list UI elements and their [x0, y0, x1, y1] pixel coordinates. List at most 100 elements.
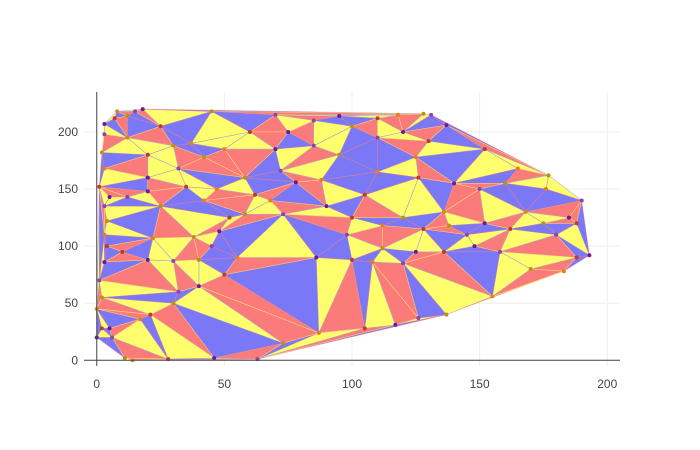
- mesh-vertex: [242, 212, 247, 217]
- mesh-vertex: [421, 111, 426, 116]
- mesh-vertex: [115, 109, 120, 114]
- mesh-vertex: [441, 249, 446, 254]
- y-tick-label: 150: [58, 182, 78, 196]
- mesh-vertex: [482, 147, 487, 152]
- mesh-vertex: [278, 168, 283, 173]
- mesh-vertex: [350, 124, 354, 129]
- mesh-vertex: [102, 121, 107, 126]
- mesh-vertex: [515, 166, 520, 171]
- mesh-vertex: [401, 129, 406, 134]
- y-tick-label: 200: [58, 125, 78, 139]
- mesh-vertex: [212, 356, 217, 361]
- mesh-vertex: [401, 215, 406, 220]
- mesh-vertex: [176, 289, 181, 294]
- point-layer: [94, 107, 592, 363]
- mesh-vertex: [566, 215, 571, 220]
- mesh-vertex: [561, 269, 566, 274]
- mesh-vertex: [99, 295, 104, 300]
- mesh-vertex: [472, 244, 477, 249]
- mesh-vertex: [380, 223, 385, 228]
- mesh-vertex: [209, 109, 214, 114]
- mesh-vertex: [316, 330, 321, 335]
- mesh-triangle: [126, 137, 175, 156]
- mesh-vertex: [125, 113, 130, 118]
- mesh-vertex: [311, 143, 316, 148]
- mesh-vertex: [140, 107, 145, 112]
- mesh-triangle: [313, 120, 353, 147]
- mesh-triangle: [149, 302, 215, 359]
- mesh-vertex: [293, 180, 298, 185]
- mesh-vertex: [222, 147, 227, 152]
- mesh-vertex: [375, 135, 380, 140]
- y-tick-label: 100: [58, 239, 78, 253]
- mesh-vertex: [209, 244, 214, 249]
- mesh-vertex: [337, 152, 342, 157]
- mesh-vertex: [138, 317, 143, 322]
- mesh-vertex: [145, 175, 150, 180]
- mesh-vertex: [587, 253, 592, 258]
- mesh-vertex: [102, 204, 107, 209]
- mesh-vertex: [416, 316, 421, 321]
- mesh-vertex: [574, 221, 579, 226]
- mesh-vertex: [281, 212, 286, 217]
- mesh-vertex: [452, 181, 457, 186]
- x-tick-label: 150: [470, 377, 490, 391]
- mesh-vertex: [482, 221, 487, 226]
- mesh-vertex: [528, 266, 533, 271]
- mesh-vertex: [196, 284, 201, 289]
- mesh-triangle: [381, 228, 425, 253]
- mesh-vertex: [541, 221, 546, 226]
- mesh-vertex: [508, 227, 513, 231]
- mesh-vertex: [503, 181, 508, 186]
- mesh-vertex: [413, 249, 418, 254]
- mesh-vertex: [370, 260, 375, 265]
- mesh-vertex: [145, 257, 150, 262]
- mesh-vertex: [444, 123, 449, 128]
- mesh-vertex: [107, 195, 112, 200]
- mesh-vertex: [350, 215, 354, 220]
- mesh-vertex: [273, 147, 278, 152]
- mesh-vertex: [268, 198, 273, 203]
- mesh-vertex: [477, 187, 482, 192]
- mesh-vertex: [102, 166, 107, 171]
- mesh-vertex: [362, 192, 367, 197]
- mesh-vertex: [375, 169, 380, 174]
- mesh-vertex: [337, 113, 342, 118]
- mesh-vertex: [426, 139, 431, 144]
- mesh-vertex: [171, 301, 176, 306]
- mesh-vertex: [158, 124, 163, 129]
- mesh-triangle: [321, 171, 379, 196]
- mesh-vertex: [314, 255, 319, 260]
- mesh-vertex: [125, 195, 130, 200]
- mesh-triangle: [454, 183, 506, 190]
- mesh-vertex: [133, 109, 138, 114]
- mesh-vertex: [189, 141, 194, 146]
- mesh-vertex: [184, 184, 189, 189]
- mesh-vertex: [191, 234, 196, 239]
- mesh-vertex: [176, 166, 181, 171]
- x-tick-label: 50: [218, 377, 232, 391]
- mesh-vertex: [554, 232, 559, 237]
- mesh-vertex: [490, 294, 495, 299]
- mesh-triangle: [139, 314, 169, 360]
- mesh-vertex: [97, 278, 102, 283]
- mesh-vertex: [579, 198, 584, 203]
- mesh-vertex: [99, 150, 104, 155]
- mesh-vertex: [97, 184, 102, 189]
- mesh-vertex: [214, 187, 219, 192]
- mesh-vertex: [464, 232, 469, 237]
- mesh-vertex: [395, 112, 400, 117]
- mesh-vertex: [247, 129, 252, 134]
- mesh-vertex: [523, 209, 528, 214]
- mesh-vertex: [344, 232, 349, 237]
- mesh-vertex: [543, 187, 548, 192]
- mesh-vertex: [104, 219, 109, 224]
- mesh-triangle: [415, 140, 485, 158]
- mesh-vertex: [498, 249, 503, 254]
- mesh-vertex: [281, 341, 286, 346]
- mesh-vertex: [242, 175, 247, 180]
- mesh-vertex: [102, 132, 107, 137]
- mesh-vertex: [393, 322, 398, 327]
- mesh-vertex: [362, 326, 367, 331]
- mesh-vertex: [416, 175, 421, 180]
